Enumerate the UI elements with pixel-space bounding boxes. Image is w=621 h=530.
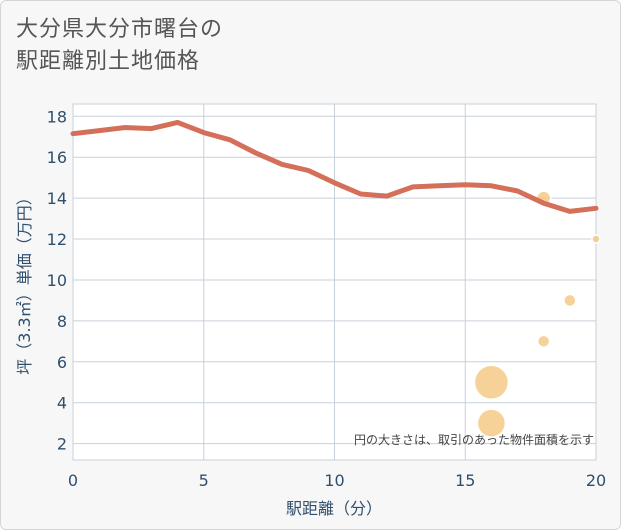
y-tick-label: 10 (47, 271, 67, 290)
scatter-point (563, 293, 577, 308)
y-tick-label: 18 (47, 107, 67, 126)
y-tick-label: 16 (47, 148, 67, 167)
x-axis-label: 駅距離（分） (286, 499, 382, 518)
chart-title: 大分県大分市曙台の 駅距離別土地価格 (16, 14, 223, 78)
x-tick-label: 5 (199, 471, 209, 490)
x-tick-label: 15 (455, 471, 475, 490)
size-annotation: 円の大きさは、取引のあった物件面積を示す (354, 432, 594, 447)
x-tick-labels: 0 5 10 15 20 (68, 471, 606, 490)
chart-title-line1: 大分県大分市曙台の (16, 17, 224, 42)
scatter-point (536, 334, 551, 349)
x-tick-label: 0 (68, 471, 78, 490)
chart-title-line2: 駅距離別土地価格 (16, 49, 201, 74)
scatter-points (473, 190, 601, 438)
y-tick-labels: 2 4 6 8 10 12 14 16 18 (47, 107, 67, 453)
scatter-point (473, 364, 510, 401)
x-tick-label: 10 (324, 471, 344, 490)
scatter-point (591, 234, 601, 244)
plot-border (72, 103, 597, 461)
average-price-line (70, 119, 599, 214)
y-tick-label: 6 (57, 353, 67, 372)
scatter-point (476, 408, 507, 438)
y-tick-label: 4 (57, 394, 67, 413)
y-tick-label: 8 (57, 312, 67, 331)
y-tick-label: 12 (47, 230, 67, 249)
x-tick-label: 20 (586, 471, 606, 490)
y-axis-label: 坪（3.3㎡）単価（万円） (15, 189, 34, 374)
y-tick-label: 2 (57, 435, 67, 454)
y-tick-label: 14 (47, 189, 67, 208)
